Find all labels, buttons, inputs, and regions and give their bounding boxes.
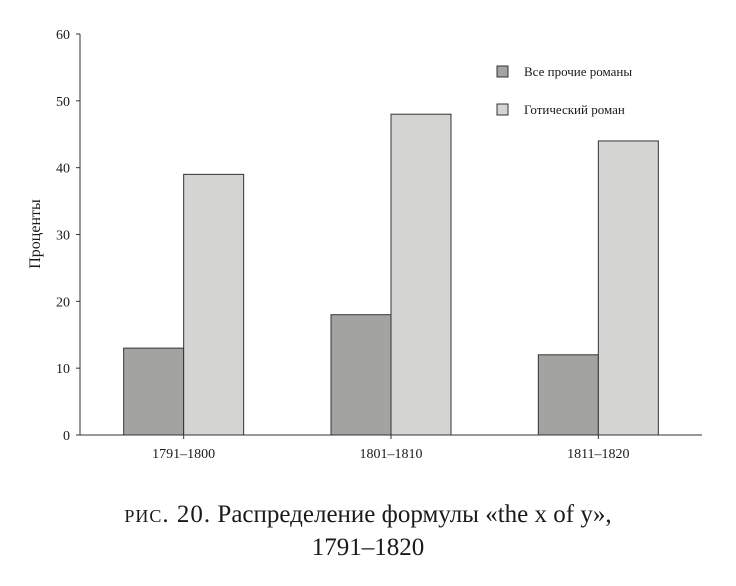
- legend-label: Готический роман: [524, 102, 625, 117]
- x-tick-label: 1811–1820: [567, 447, 629, 462]
- bar-gothic-novel: [597, 140, 659, 436]
- caption-line-2: 1791–1820: [311, 534, 425, 561]
- bars: [123, 113, 659, 436]
- bar-other-novels: [123, 347, 185, 436]
- x-axis: 1791–1800 1801–1810 1811–1820: [80, 434, 702, 462]
- bar-other-novels: [330, 314, 392, 436]
- y-tick-label: 30: [56, 229, 70, 244]
- y-tick-label: 40: [56, 162, 70, 177]
- x-tick-label: 1791–1800: [152, 447, 215, 462]
- x-tick-label: 1801–1810: [360, 447, 423, 462]
- caption-line-1: рис. 20. Распределение формулы «the x of…: [0, 498, 736, 531]
- legend-swatch: [496, 65, 509, 78]
- y-tick-label: 0: [63, 429, 70, 444]
- y-tick-label: 50: [56, 95, 70, 110]
- bar-gothic-novel: [390, 113, 452, 436]
- bar-other-novels: [537, 354, 599, 436]
- legend: Все прочие романы Готический роман: [496, 64, 632, 117]
- bar-gothic-novel: [183, 173, 245, 436]
- y-axis: 0 10 20 30 40 50 60: [56, 28, 81, 444]
- figure-number: рис. 20.: [124, 501, 212, 528]
- y-tick-label: 10: [56, 362, 70, 377]
- legend-label: Все прочие романы: [524, 64, 632, 79]
- y-tick-label: 20: [56, 295, 70, 310]
- legend-swatch: [496, 103, 509, 116]
- y-tick-label: 60: [56, 28, 70, 43]
- bar-chart: 0 10 20 30 40 50 60 1791–1800 1801–1810 1811–182…: [27, 28, 702, 462]
- caption-title: Распределение формулы «the x of y»,: [217, 501, 612, 528]
- y-axis-title: Проценты: [27, 199, 44, 269]
- figure-caption: рис. 20. Распределение формулы «the x of…: [0, 498, 736, 564]
